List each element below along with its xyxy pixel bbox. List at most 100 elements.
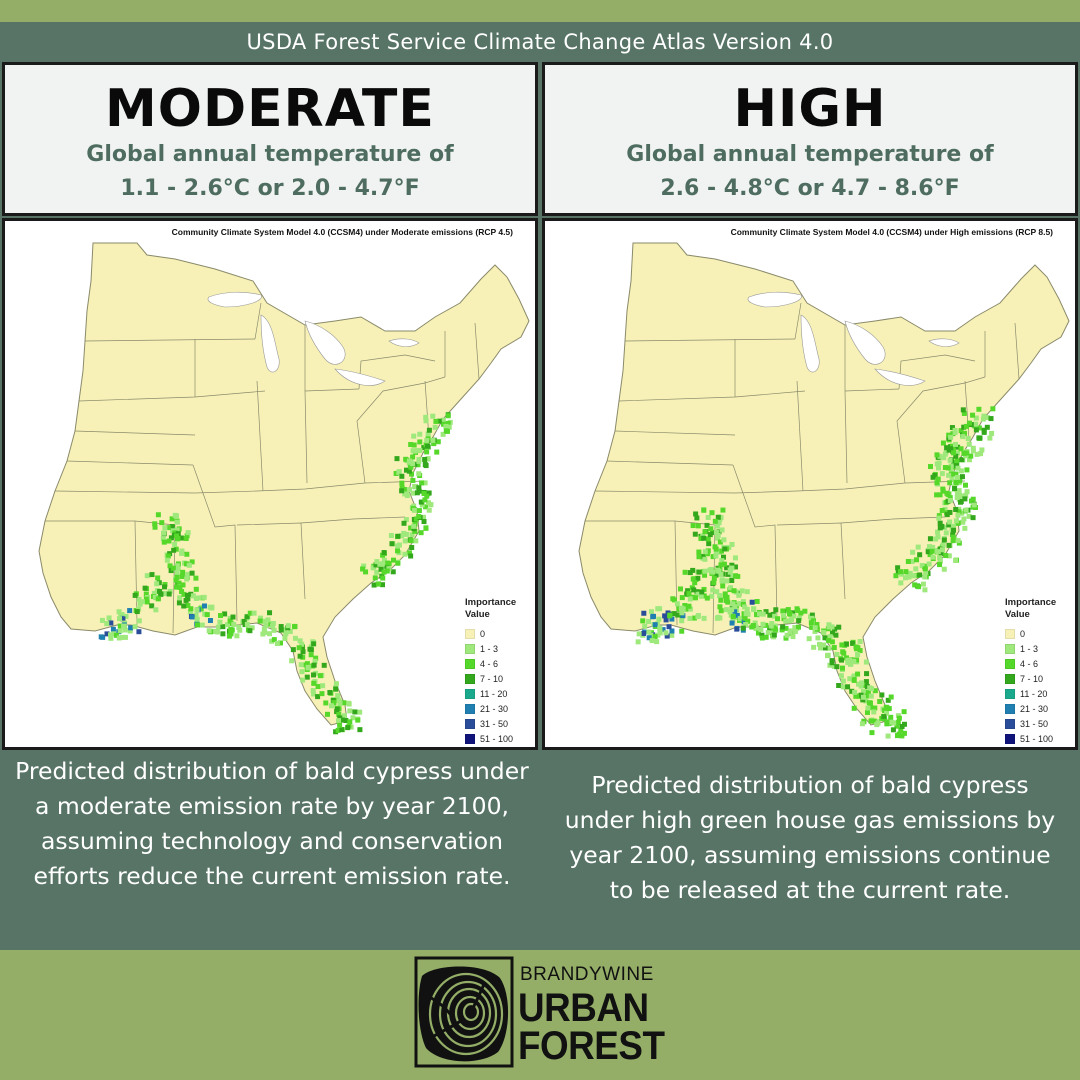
habitat-cell <box>411 523 417 529</box>
habitat-cell <box>194 616 200 622</box>
habitat-cell <box>373 562 379 568</box>
habitat-cell <box>403 531 409 537</box>
habitat-cell <box>950 531 956 537</box>
habitat-cell <box>717 539 723 545</box>
habitat-cell <box>139 599 145 605</box>
legend-item: 4 - 6 <box>465 656 516 671</box>
habitat-cell <box>649 638 655 644</box>
habitat-cell <box>410 448 416 454</box>
habitat-cell <box>190 593 196 599</box>
habitat-cell <box>299 641 305 647</box>
habitat-cell <box>686 603 692 609</box>
habitat-cell <box>218 613 224 619</box>
habitat-cell <box>117 616 123 622</box>
habitat-cell <box>708 526 714 532</box>
habitat-cell <box>175 565 181 571</box>
habitat-cell <box>806 636 812 642</box>
habitat-cell <box>851 677 857 683</box>
habitat-cell <box>936 465 942 471</box>
habitat-cell <box>409 532 415 538</box>
habitat-cell <box>796 618 802 624</box>
habitat-cell <box>421 445 427 451</box>
habitat-cell <box>853 644 859 650</box>
habitat-cell <box>722 546 728 552</box>
habitat-cell <box>894 723 900 729</box>
legend-label: 1 - 3 <box>1020 643 1039 654</box>
habitat-cell <box>901 730 907 736</box>
habitat-cell <box>829 630 835 636</box>
habitat-cell <box>849 688 855 694</box>
landmass-outline <box>578 242 1070 726</box>
habitat-cell <box>698 535 704 541</box>
state-border <box>192 464 238 622</box>
habitat-cell <box>265 617 271 623</box>
habitat-cell <box>320 683 326 689</box>
habitat-cell <box>775 616 781 622</box>
habitat-cell <box>421 518 427 524</box>
legend-title: Importance Value <box>465 597 516 621</box>
habitat-cell <box>706 541 712 547</box>
habitat-cell <box>412 528 418 534</box>
habitat-cell <box>384 568 390 574</box>
habitat-cell <box>648 609 654 615</box>
habitat-cell <box>759 632 765 638</box>
habitat-cell <box>161 591 167 597</box>
habitat-cell <box>817 645 823 651</box>
legend-label: 21 - 30 <box>480 703 509 714</box>
habitat-cell <box>380 582 386 588</box>
state-border <box>964 380 970 440</box>
legend-item: 0 <box>465 626 516 641</box>
habitat-cell <box>402 551 408 557</box>
habitat-cell <box>695 614 701 620</box>
habitat-cell <box>863 698 869 704</box>
habitat-cell <box>176 580 182 586</box>
habitat-cell <box>742 615 748 621</box>
habitat-cell <box>445 413 451 419</box>
habitat-cell <box>739 588 745 594</box>
habitat-cell <box>783 635 789 641</box>
habitat-cell <box>718 571 724 577</box>
habitat-cell <box>898 580 904 586</box>
habitat-cell <box>355 717 361 723</box>
habitat-cell <box>174 584 180 590</box>
habitat-cell <box>406 458 412 464</box>
habitat-cell <box>838 673 844 679</box>
habitat-cell <box>300 677 306 683</box>
habitat-cell <box>244 614 250 620</box>
habitat-cell <box>732 564 738 570</box>
habitat-cell <box>180 569 186 575</box>
habitat-cell <box>950 534 956 540</box>
state-border <box>606 460 734 466</box>
habitat-cell <box>917 572 923 578</box>
habitat-cell <box>724 565 730 571</box>
habitat-cell <box>399 485 405 491</box>
habitat-cell <box>853 693 859 699</box>
habitat-cell <box>271 637 277 643</box>
habitat-cell <box>679 618 685 624</box>
habitat-cell <box>959 510 965 516</box>
habitat-cell <box>787 629 793 635</box>
habitat-cell <box>337 701 343 707</box>
map-panel-high: Community Climate System Model 4.0 (CCSM… <box>542 218 1078 750</box>
habitat-cell <box>678 605 684 611</box>
habitat-cell <box>174 527 180 533</box>
habitat-cell <box>943 553 949 559</box>
habitat-cell <box>922 566 928 572</box>
habitat-cell <box>292 635 298 641</box>
habitat-cell <box>937 555 943 561</box>
habitat-cell <box>939 507 945 513</box>
habitat-cell <box>919 563 925 569</box>
habitat-cell <box>751 607 757 613</box>
habitat-cell <box>840 665 846 671</box>
eastern-us-landmass <box>578 242 1070 726</box>
habitat-cell <box>333 681 339 687</box>
habitat-cell <box>207 617 213 623</box>
habitat-cell <box>769 621 775 627</box>
habitat-cell <box>744 589 750 595</box>
habitat-cell <box>760 621 766 627</box>
habitat-cell <box>713 553 719 559</box>
habitat-cell <box>171 547 177 553</box>
habitat-cell <box>937 558 943 564</box>
habitat-cell <box>136 629 142 635</box>
habitat-cell <box>304 674 310 680</box>
